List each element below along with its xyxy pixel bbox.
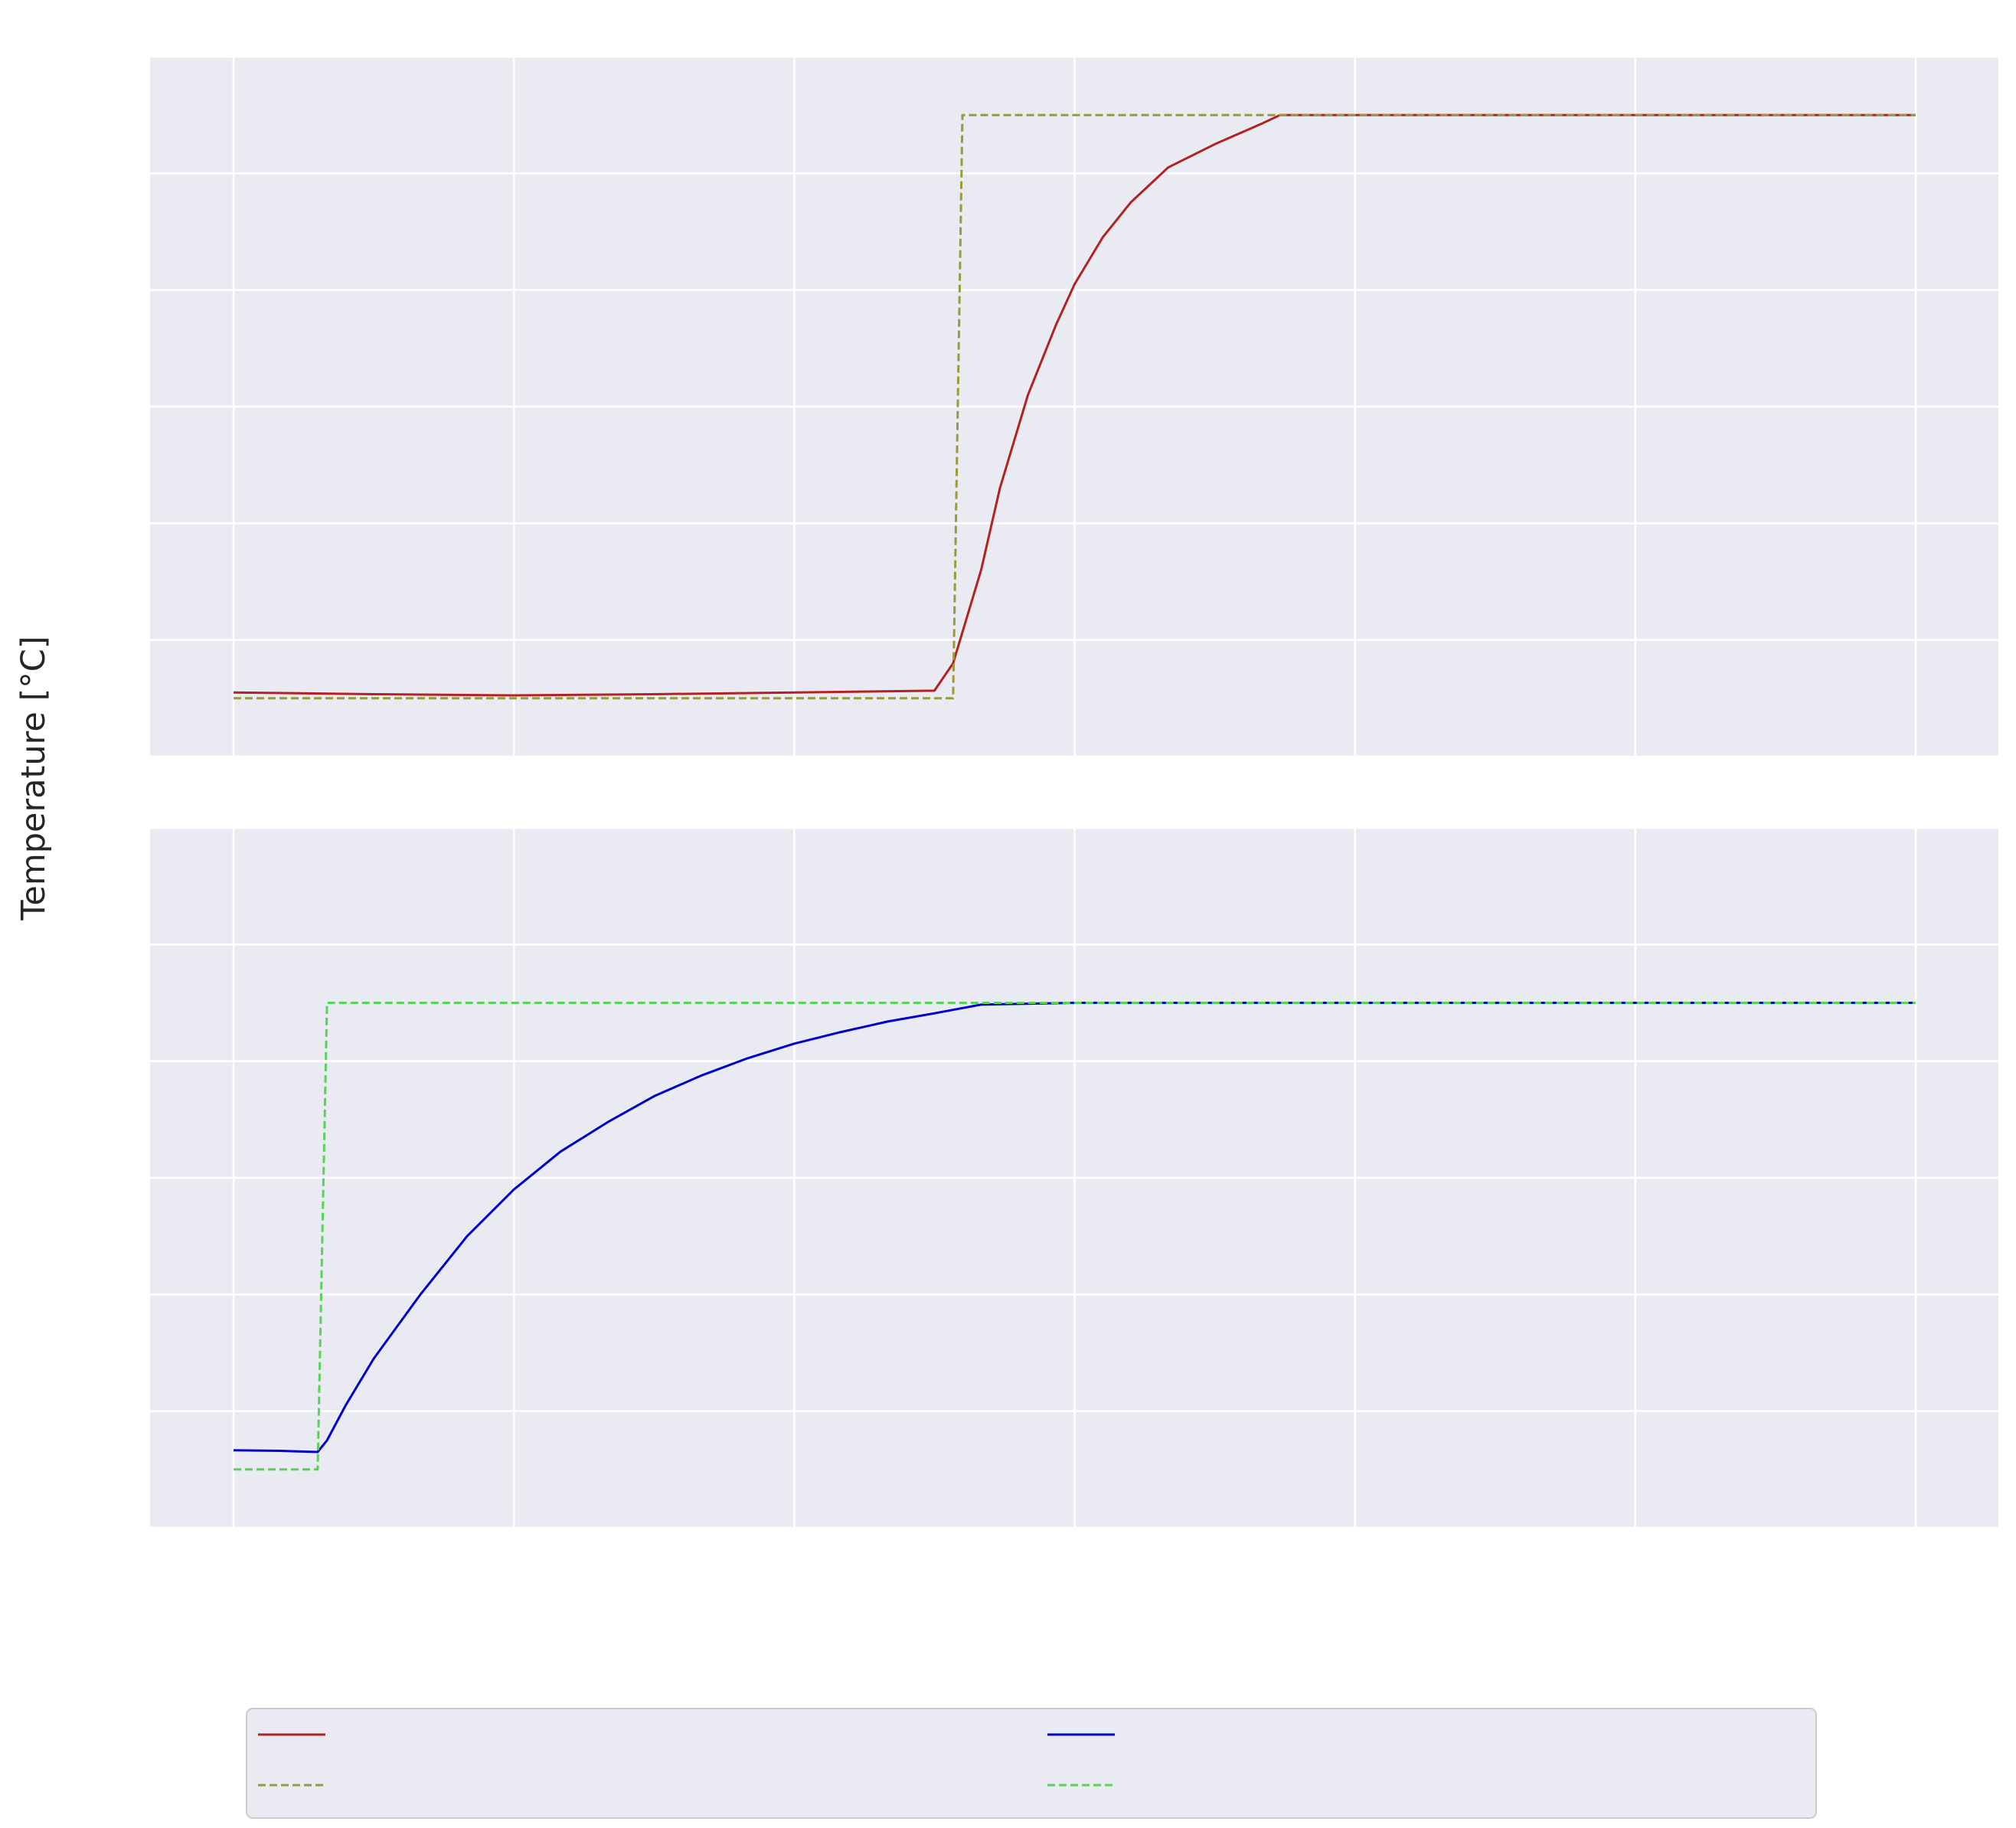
storage-panel: [150, 826, 1998, 1529]
legend: [246, 1708, 1817, 1819]
y-axis-label: Temperature [°C]: [15, 636, 53, 921]
series-line-indoor: [233, 1002, 1916, 1454]
series-line-indoor: [233, 113, 1916, 697]
legend-box: [246, 1708, 1817, 1819]
series-line-setpoint: [234, 113, 1916, 700]
series-line-setpoint: [234, 1002, 1916, 1471]
office-panel: [150, 55, 1998, 758]
